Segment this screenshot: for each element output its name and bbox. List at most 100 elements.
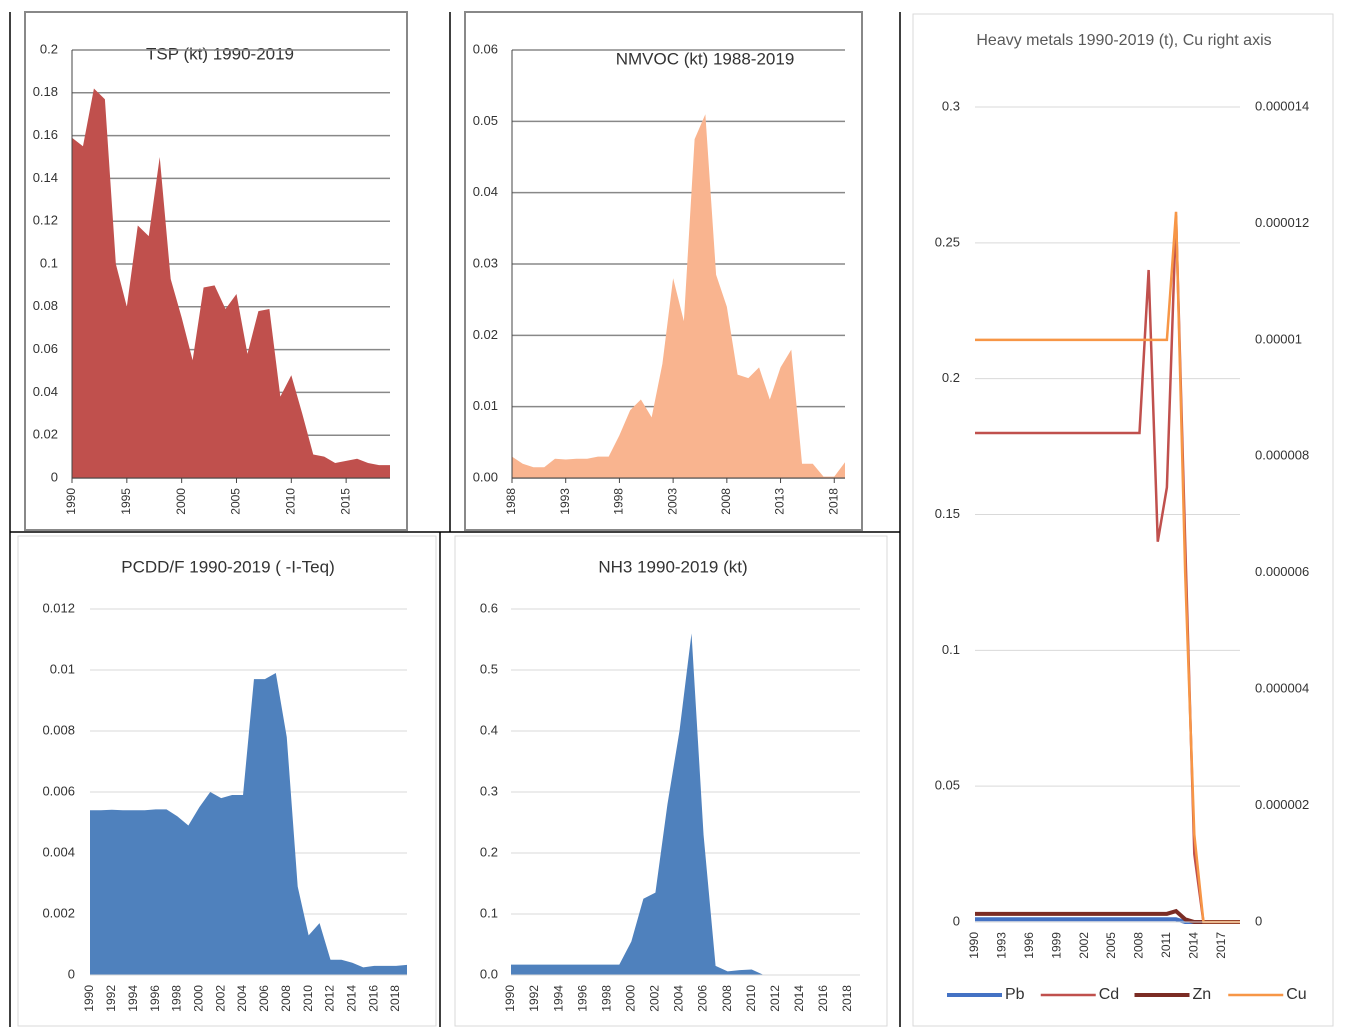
x-tick-label: 2014 xyxy=(345,985,359,1012)
y-tick-label: 0.02 xyxy=(33,427,58,442)
y-tick-label: 0.002 xyxy=(42,905,75,920)
x-tick-label: 2008 xyxy=(279,985,293,1012)
x-tick-label: 2004 xyxy=(672,985,686,1012)
x-tick-label: 2008 xyxy=(719,488,733,515)
x-tick-label: 2016 xyxy=(366,985,380,1012)
chart-title-text: Heavy metals 1990-2019 (t), Cu right axi… xyxy=(976,32,1272,49)
y-tick-label: 0.2 xyxy=(40,41,58,56)
y-tick-label: 0.06 xyxy=(33,341,58,356)
chart-title: PCDD/F 1990-2019 ( -I-Teq) xyxy=(121,557,335,576)
x-tick-label: 2005 xyxy=(229,488,243,515)
x-tick-label: 1990 xyxy=(503,985,517,1012)
legend-label: Pb xyxy=(1005,986,1025,1003)
x-tick-label: 1992 xyxy=(527,985,541,1012)
y2-tick-label: 0.000002 xyxy=(1255,797,1309,812)
y-tick-label: 0.0 xyxy=(480,966,498,981)
y-tick-label: 0.04 xyxy=(33,384,58,399)
y-tick-label: 0.008 xyxy=(42,722,75,737)
x-tick-label: 2002 xyxy=(213,985,227,1012)
x-tick-label: 2010 xyxy=(301,985,315,1012)
chart-title: NMVOC (kt) 1988-2019 xyxy=(616,49,795,68)
x-tick-label: 2014 xyxy=(792,985,806,1012)
x-tick-label: 2010 xyxy=(744,985,758,1012)
y2-tick-label: 0.000004 xyxy=(1255,681,1309,696)
x-tick-label: 2013 xyxy=(773,488,787,515)
y-tick-label: 0.006 xyxy=(42,783,75,798)
chart-title: TSP (kt) 1990-2019 xyxy=(146,44,294,63)
area xyxy=(511,633,860,975)
y-tick-label: 0.05 xyxy=(473,113,498,128)
y2-tick-label: 0 xyxy=(1255,913,1262,928)
legend-label: Zn xyxy=(1193,986,1212,1003)
y-tick-label: 0.2 xyxy=(480,844,498,859)
x-tick-label: 2012 xyxy=(768,985,782,1012)
y2-tick-label: 0.000012 xyxy=(1255,215,1309,230)
x-tick-label: 2003 xyxy=(665,488,679,515)
y-tick-label: 0.12 xyxy=(33,213,58,228)
y-tick-label: 0.012 xyxy=(42,600,75,615)
y-tick-label: 0.04 xyxy=(473,184,498,199)
x-tick-label: 2000 xyxy=(174,488,188,515)
x-tick-label: 2002 xyxy=(1077,932,1091,959)
x-tick-label: 2016 xyxy=(816,985,830,1012)
y2-tick-label: 0.00001 xyxy=(1255,331,1302,346)
x-tick-label: 1996 xyxy=(1022,932,1036,959)
y2-tick-label: 0.000014 xyxy=(1255,98,1309,113)
legend-label: Cu xyxy=(1286,986,1306,1003)
x-tick-label: 1990 xyxy=(64,488,78,515)
y-tick-label: 0.1 xyxy=(942,642,960,657)
chart-title: Heavy metals 1990-2019 (t), Cu right axi… xyxy=(976,32,1272,49)
x-tick-label: 2017 xyxy=(1214,932,1228,959)
x-tick-label: 1996 xyxy=(148,985,162,1012)
x-tick-label: 2002 xyxy=(648,985,662,1012)
area xyxy=(90,673,407,975)
x-tick-label: 1994 xyxy=(126,985,140,1012)
y-tick-label: 0.08 xyxy=(33,298,58,313)
x-tick-label: 1993 xyxy=(558,488,572,515)
x-tick-label: 2000 xyxy=(624,985,638,1012)
x-tick-label: 2010 xyxy=(283,488,297,515)
y-tick-label: 0.02 xyxy=(473,327,498,342)
chart-title: NH3 1990-2019 (kt) xyxy=(598,557,747,576)
x-tick-label: 2008 xyxy=(1132,932,1146,959)
x-tick-label: 2014 xyxy=(1186,932,1200,959)
x-tick-label: 1994 xyxy=(551,985,565,1012)
x-tick-label: 2004 xyxy=(235,985,249,1012)
x-tick-label: 1993 xyxy=(995,932,1009,959)
line xyxy=(975,215,1240,924)
x-tick-label: 1998 xyxy=(170,985,184,1012)
y-tick-label: 0.3 xyxy=(480,783,498,798)
y-tick-label: 0.15 xyxy=(935,506,960,521)
y-tick-label: 0.6 xyxy=(480,600,498,615)
x-tick-label: 1992 xyxy=(104,985,118,1012)
y2-tick-label: 0.000008 xyxy=(1255,448,1309,463)
x-tick-label: 1998 xyxy=(612,488,626,515)
x-tick-label: 2006 xyxy=(257,985,271,1012)
y-tick-label: 0.1 xyxy=(40,255,58,270)
y-tick-label: 0.2 xyxy=(942,370,960,385)
chart-border xyxy=(464,11,863,531)
y-tick-label: 0.1 xyxy=(480,905,498,920)
cell-borders xyxy=(9,12,901,1027)
y2-tick-label: 0.000006 xyxy=(1255,564,1309,579)
x-tick-label: 1995 xyxy=(119,488,133,515)
y-tick-label: 0.01 xyxy=(473,398,498,413)
chart-border xyxy=(17,535,437,1027)
x-tick-label: 2008 xyxy=(720,985,734,1012)
x-tick-label: 2015 xyxy=(338,488,352,515)
y-tick-label: 0.01 xyxy=(50,661,75,676)
x-tick-label: 2005 xyxy=(1104,932,1118,959)
x-tick-label: 2018 xyxy=(826,488,840,515)
x-tick-label: 2012 xyxy=(323,985,337,1012)
y-tick-label: 0.5 xyxy=(480,661,498,676)
line xyxy=(975,211,1240,924)
y-tick-label: 0.25 xyxy=(935,234,960,249)
x-tick-label: 2000 xyxy=(191,985,205,1012)
y-tick-label: 0.03 xyxy=(473,255,498,270)
y-tick-label: 0.3 xyxy=(942,98,960,113)
area xyxy=(72,88,390,479)
chart-border xyxy=(454,535,888,1027)
y-tick-label: 0 xyxy=(68,966,75,981)
x-tick-label: 2018 xyxy=(388,985,402,1012)
